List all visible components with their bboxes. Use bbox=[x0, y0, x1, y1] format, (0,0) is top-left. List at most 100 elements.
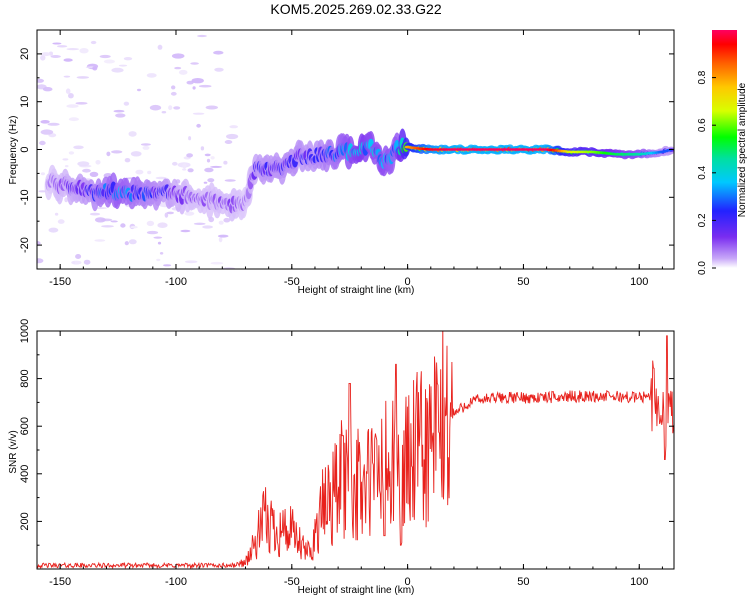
spectrogram-xtick-label: 50 bbox=[517, 276, 529, 288]
colorbar-tick-label: 0.2 bbox=[697, 213, 708, 227]
spectrogram-noise-patch bbox=[56, 45, 68, 48]
spectrogram-noise-patch bbox=[226, 133, 239, 140]
spectrogram-noise-patch bbox=[157, 241, 162, 245]
spectrogram-noise-patch bbox=[155, 176, 167, 180]
spectrogram-noise-patch bbox=[218, 237, 223, 243]
spectrogram-xtick-label: -50 bbox=[284, 276, 300, 288]
spectrogram-noise-patch bbox=[184, 211, 195, 216]
spectrogram-noise-patch bbox=[57, 219, 65, 224]
snr-series-line bbox=[37, 331, 674, 569]
spectrogram-noise-patch bbox=[204, 153, 211, 157]
spectrogram-noise-patch bbox=[182, 163, 187, 169]
spectrogram-noise-patch bbox=[198, 84, 212, 88]
spectrogram-noise-patch bbox=[166, 211, 174, 215]
spectrogram-noise-patch bbox=[161, 111, 167, 114]
spectrogram-noise-patch bbox=[214, 67, 224, 72]
spectrogram-noise-patch bbox=[71, 260, 82, 265]
spectrogram-noise-patch bbox=[66, 104, 79, 108]
spectrogram-noise-patch bbox=[76, 76, 90, 79]
spectrogram-noise-patch bbox=[187, 168, 194, 173]
spectrogram-noise-patch bbox=[40, 172, 46, 176]
colorbar-tick-label: 0.8 bbox=[697, 70, 708, 84]
spectrogram-noise-patch bbox=[111, 150, 123, 154]
spectrogram-noise-patch bbox=[218, 220, 224, 225]
spectrogram-ytick-label: 0 bbox=[19, 146, 31, 152]
spectrogram-noise-patch bbox=[68, 93, 74, 99]
spectrogram-noise-patch bbox=[191, 78, 204, 84]
snr-axes: -150 -100 -50 0 50 100 200 400 600 800 1000 bbox=[19, 319, 674, 588]
spectrogram-ytick-label: -20 bbox=[19, 237, 31, 253]
spectrogram-noise-patch bbox=[170, 91, 177, 96]
spectrogram-noise-patch bbox=[223, 160, 228, 165]
spectrogram-noise-patch bbox=[142, 145, 150, 150]
spectrogram-noise-patch bbox=[63, 75, 71, 78]
snr-xtick-label: 0 bbox=[405, 576, 411, 588]
spectrogram-noise-patch bbox=[206, 158, 211, 163]
spectrogram-noise-patch bbox=[137, 88, 141, 92]
spectrogram-noise-patch bbox=[210, 261, 224, 265]
spectrogram-noise-patch bbox=[149, 104, 162, 111]
spectrogram-noise-patch bbox=[66, 48, 80, 51]
spectrogram-noise-patch bbox=[110, 220, 118, 223]
spectrogram-xtick-label: 0 bbox=[405, 276, 411, 288]
spectrogram-noise-patch bbox=[192, 86, 196, 90]
spectrogram-noise-patch bbox=[124, 241, 129, 246]
spectrogram-noise-patch bbox=[153, 236, 163, 239]
spectrogram-noise-patch bbox=[224, 140, 233, 144]
snr-ytick-label: 200 bbox=[19, 512, 31, 530]
spectrogram-image bbox=[37, 34, 674, 269]
spectrogram-noise-patch bbox=[39, 140, 46, 146]
spectrogram-noise-patch bbox=[115, 113, 126, 118]
spectrogram-noise-patch bbox=[157, 44, 163, 50]
spectrogram-noise-patch bbox=[40, 129, 54, 135]
spectrogram-noise-patch bbox=[159, 252, 164, 255]
spectrogram-noise-patch bbox=[135, 169, 144, 175]
spectrogram-noise-patch bbox=[180, 229, 191, 233]
spectrogram-noise-patch bbox=[213, 50, 224, 55]
colorbar-tick-label: 0.0 bbox=[697, 261, 708, 275]
spectrogram-noise-patch bbox=[130, 151, 142, 157]
spectrogram-noise-patch bbox=[75, 102, 88, 105]
spectrogram-noise-patch bbox=[128, 239, 137, 245]
snr-ytick-label: 600 bbox=[19, 417, 31, 435]
spectrogram-noise-patch bbox=[168, 105, 173, 111]
spectrogram-noise-patch bbox=[204, 167, 214, 173]
spectrogram-noise-patch bbox=[40, 55, 46, 61]
snr-xtick-label: 100 bbox=[630, 576, 648, 588]
spectrogram-noise-patch bbox=[89, 171, 99, 177]
spectrogram-noise-patch bbox=[124, 158, 131, 163]
spectrogram-ylabel: Frequency (Hz) bbox=[8, 116, 19, 185]
snr-ytick-label: 800 bbox=[19, 369, 31, 387]
spectrogram-noise-patch bbox=[217, 234, 229, 238]
spectrogram-noise-patch bbox=[229, 125, 238, 129]
spectrogram-noise-patch bbox=[63, 58, 73, 62]
spectrogram-noise-patch bbox=[64, 197, 69, 203]
spectrogram-noise-patch bbox=[41, 52, 51, 57]
spectrogram-xlabel: Height of straight line (km) bbox=[298, 285, 415, 296]
spectrogram-noise-patch bbox=[92, 66, 98, 71]
spectrogram-noise-patch bbox=[37, 78, 44, 83]
spectrogram-noise-patch bbox=[184, 260, 198, 264]
spectrogram-noise-patch bbox=[111, 67, 124, 73]
colorbar-tick-label: 0.6 bbox=[697, 118, 708, 132]
spectrogram-noise-patch bbox=[128, 131, 137, 137]
spectrogram-noise-patch bbox=[203, 181, 208, 184]
spectrogram-noise-patch bbox=[79, 48, 89, 54]
spectrogram-ytick-label: -10 bbox=[19, 189, 31, 205]
snr-xtick-label: -50 bbox=[284, 576, 300, 588]
spectrogram-noise-patch bbox=[186, 153, 194, 158]
spectrogram-noise-patch bbox=[68, 151, 75, 155]
spectrogram-noise-patch bbox=[77, 161, 90, 167]
spectrogram-noise-patch bbox=[171, 85, 176, 90]
spectrogram-noise-patch bbox=[147, 170, 152, 175]
spectrogram-ytick-label: 10 bbox=[19, 96, 31, 108]
spectrogram-noise-patch bbox=[193, 222, 206, 225]
snr-ytick-label: 400 bbox=[19, 465, 31, 483]
spectrogram-xtick-label: -150 bbox=[49, 276, 71, 288]
spectrogram-xtick-label: 100 bbox=[630, 276, 648, 288]
colorbar-tick-label: 0.4 bbox=[697, 165, 708, 179]
spectrogram-noise-patch bbox=[210, 165, 223, 168]
spectrogram-noise-patch bbox=[146, 73, 157, 78]
